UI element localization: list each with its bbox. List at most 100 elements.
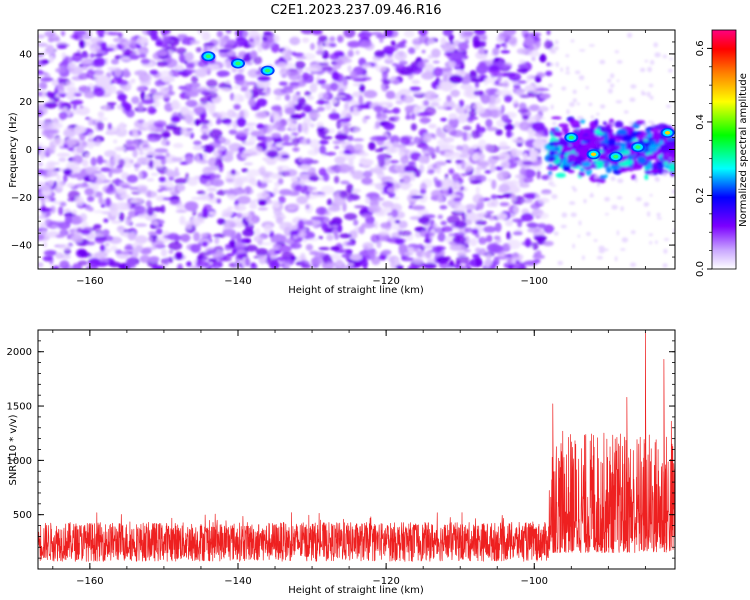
spectrogram-blob [427,169,435,175]
spectrogram-blob [464,104,471,111]
spectrogram-blob [511,262,525,269]
spectrogram-blob [125,257,137,268]
spectrogram-blob [529,104,540,112]
spectrogram-blob [374,50,385,58]
spectrogram-blob [80,229,91,235]
spectrogram-blob [57,82,66,92]
spectrogram-blob [104,159,117,168]
spectrogram-blob [50,197,56,202]
spectrogram-blob [263,136,274,142]
spectrogram-blob [576,102,580,106]
spectrogram-blob [87,140,95,150]
spectrogram-blob [256,79,271,89]
spectrogram-blob [184,220,193,230]
spectrogram-hotspot-peak [590,152,597,157]
spectrogram-blob [519,121,530,131]
spectrogram-blob [202,110,207,119]
spectrogram-blob [41,204,46,213]
spectrogram-blob [274,250,281,254]
spectrogram-blob [158,176,166,183]
spectrogram-blob [361,222,376,229]
spectrogram-blob [330,99,338,104]
spectrogram-blob [639,67,646,73]
spectrogram-blob [579,49,586,52]
spectrogram-blob [543,136,548,144]
spectrogram-blob [117,93,127,102]
spectrogram-blob [383,122,395,131]
spectrogram-blob [531,121,545,132]
spectrogram-blob [223,119,232,125]
spectrogram-blob [603,248,609,251]
spectrogram-blob [337,224,343,233]
spectrogram-blob [87,206,94,212]
spectrogram-blob [190,243,201,253]
spectrogram-blob [147,236,153,244]
spectrogram-blob [382,249,392,255]
spectrogram-blob [519,177,524,185]
spectrogram-blob [519,94,531,98]
spectrogram-blob [107,31,121,36]
spectrogram-blob [318,167,327,177]
spectrogram-blob [538,106,549,112]
spectrogram-blob [440,37,447,46]
spectrogram-blob [422,263,437,269]
spectrogram-blob [260,40,270,51]
spectrogram-blob [517,63,527,69]
spectrogram-blob [100,204,106,208]
spectrogram-blob [383,45,395,55]
snr-frame [37,329,676,570]
spectrogram-blob [153,120,167,128]
spectrogram-blob [398,151,406,157]
spectrogram-blob [292,234,299,240]
spectrogram-blob [629,97,636,102]
spectrogram-blob [402,95,415,104]
spectrogram-blob [246,81,258,85]
spectrogram-blob [248,98,256,107]
spectrogram-blob [650,60,655,65]
spectrogram-blob [214,237,220,245]
spectrogram-blob [449,117,459,127]
spectrogram-blob [662,54,667,59]
spectrogram-blob [48,144,56,155]
spectrogram-blob [260,179,273,183]
spectrogram-blob [132,148,138,158]
colorbar-tick-label: 0.4 [695,114,706,130]
spectrogram-blob [48,34,60,41]
spectrogram-blob [506,35,518,45]
spectrogram-blob [235,38,249,45]
spectrogram-blob [330,246,340,251]
spectrogram-blob [160,248,168,257]
spectrogram-blob [484,77,497,84]
spectrogram-blob [147,135,161,142]
spectrogram-blob [210,64,220,71]
spectrogram-blob [496,212,508,221]
spectrogram-blob [630,84,637,89]
spectrogram-blob [522,153,529,161]
spectrogram-blob [94,236,108,240]
spectrogram-blob [150,33,159,41]
spectrogram-blob [168,176,175,181]
spectrogram-blob [236,130,250,137]
spectrogram-blob [317,79,327,85]
spectrogram-blob [72,103,77,111]
spectrogram-blob [398,50,405,57]
spectrogram-blob [455,255,470,264]
spectrogram-blob [255,248,268,256]
spectrogram-blob [58,111,68,121]
spectrogram-blob [524,193,537,200]
spectrogram-blob [272,113,282,122]
spectrogram-blob [38,262,44,268]
spectrogram-blob [371,256,381,266]
spectrogram-blob [331,217,343,226]
spectrogram-blob [257,199,267,206]
spectrogram-blob [662,263,668,268]
spectrogram-blob [86,69,95,79]
spectrogram-blob [495,129,503,136]
spectrogram-blob [494,222,502,233]
spectrogram-blob [400,154,409,165]
spectrogram-blob [42,255,53,262]
spectrogram-blob [46,170,59,177]
spectrogram-blob [353,143,364,151]
spectrogram-blob [146,178,155,182]
spectrogram-blob [542,240,554,247]
